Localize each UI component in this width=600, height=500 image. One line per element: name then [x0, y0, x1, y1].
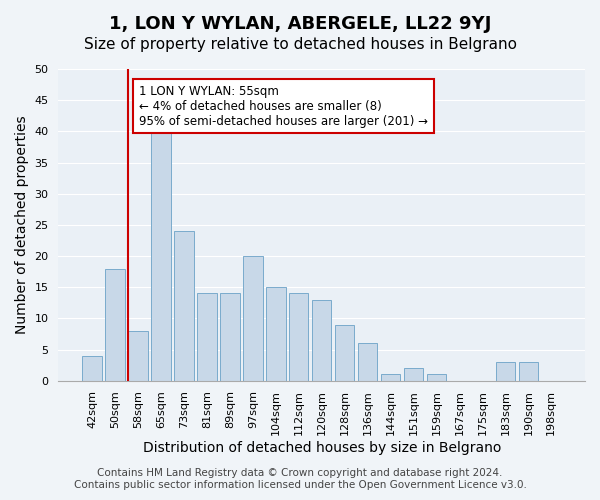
Text: Contains HM Land Registry data © Crown copyright and database right 2024.
Contai: Contains HM Land Registry data © Crown c…: [74, 468, 526, 490]
Bar: [243, 256, 263, 380]
Y-axis label: Number of detached properties: Number of detached properties: [15, 116, 29, 334]
Bar: [151, 125, 171, 380]
Bar: [404, 368, 424, 380]
Bar: [266, 287, 286, 380]
Text: 1, LON Y WYLAN, ABERGELE, LL22 9YJ: 1, LON Y WYLAN, ABERGELE, LL22 9YJ: [109, 15, 491, 33]
Bar: [358, 344, 377, 380]
Bar: [427, 374, 446, 380]
Text: 1 LON Y WYLAN: 55sqm
← 4% of detached houses are smaller (8)
95% of semi-detache: 1 LON Y WYLAN: 55sqm ← 4% of detached ho…: [139, 84, 428, 128]
Bar: [335, 324, 355, 380]
Bar: [197, 294, 217, 380]
Bar: [105, 268, 125, 380]
Text: Size of property relative to detached houses in Belgrano: Size of property relative to detached ho…: [83, 38, 517, 52]
Bar: [312, 300, 331, 380]
X-axis label: Distribution of detached houses by size in Belgrano: Distribution of detached houses by size …: [143, 441, 501, 455]
Bar: [518, 362, 538, 380]
Bar: [174, 231, 194, 380]
Bar: [220, 294, 239, 380]
Bar: [82, 356, 102, 380]
Bar: [289, 294, 308, 380]
Bar: [128, 331, 148, 380]
Bar: [496, 362, 515, 380]
Bar: [381, 374, 400, 380]
